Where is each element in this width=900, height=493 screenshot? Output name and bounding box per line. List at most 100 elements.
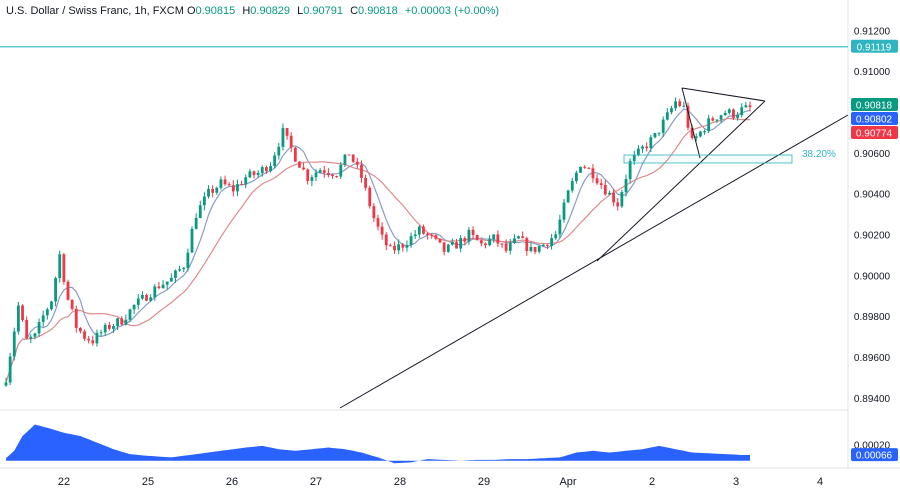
candle-body (575, 172, 578, 182)
candle-body (525, 238, 529, 252)
candle-body (99, 332, 103, 334)
candle-body (736, 114, 739, 118)
candle-body (190, 228, 194, 253)
candle-body (136, 298, 140, 305)
candle-body (79, 327, 82, 332)
candle-body (174, 270, 177, 278)
candle-body (665, 112, 669, 120)
candle-body (438, 238, 442, 243)
volume-pane (6, 424, 750, 464)
candle-body (748, 105, 752, 107)
price-tag-bg (851, 98, 898, 111)
triangle-lower-line (596, 100, 766, 262)
time-axis[interactable]: 22 25 26 27 28 29 Apr 2 3 4 (58, 476, 823, 488)
candle-body (343, 154, 347, 165)
candle-body (475, 235, 479, 241)
time-tick-label: 27 (310, 476, 322, 488)
candle-body (215, 187, 219, 193)
candle-body (699, 131, 702, 137)
candle-body (434, 235, 438, 239)
candle-body (587, 167, 591, 169)
price-tick-label: 0.90000 (854, 271, 891, 282)
high-value: 0.90829 (250, 5, 291, 17)
candle-body (236, 184, 239, 192)
candle-body (471, 229, 475, 236)
price-tag-bg (851, 112, 898, 125)
candle-body (595, 178, 599, 184)
candle-body (157, 286, 161, 289)
candle-body (484, 243, 487, 246)
price-tag-bg (851, 126, 898, 139)
chart-header: U.S. Dollar / Swiss Franc, 1h, FXCM O0.9… (6, 5, 503, 17)
candle-body (103, 324, 107, 333)
candle-body (182, 267, 186, 270)
time-tick-label: 3 (733, 476, 739, 488)
candle-body (703, 131, 706, 133)
candle-body (492, 234, 496, 240)
candle-body (372, 206, 376, 219)
candle-body (207, 188, 210, 197)
price-axis[interactable]: 0.91200 0.91000 0.90600 0.90400 0.90200 0.900… (851, 26, 898, 462)
candle-body (661, 119, 665, 133)
candle-body (541, 244, 545, 247)
candle-body (641, 146, 644, 149)
candle-body (653, 133, 657, 138)
candle-body (500, 243, 504, 245)
candle-body (678, 101, 682, 106)
time-tick-label: 26 (226, 476, 238, 488)
candles-layer (4, 97, 752, 388)
close-value: 0.90818 (358, 5, 398, 17)
candle-body (496, 234, 500, 244)
candle-body (442, 242, 446, 252)
candle-body (17, 305, 20, 332)
candle-body (112, 326, 115, 329)
candle-body (744, 105, 748, 108)
candle-body (4, 382, 8, 386)
candle-body (566, 190, 570, 203)
candle-body (459, 238, 463, 249)
candle-body (41, 315, 45, 323)
candle-body (355, 161, 359, 165)
candle-body (364, 177, 367, 188)
symbol-title: U.S. Dollar / Swiss Franc, 1h, FXCM (6, 5, 184, 17)
candle-body (54, 278, 57, 302)
oscillator-value-tag: 0.00066 (856, 451, 893, 462)
candle-body (368, 187, 372, 207)
candle-body (256, 172, 260, 176)
time-tick-label: 25 (142, 476, 154, 488)
candle-body (608, 192, 611, 195)
price-tag: 0.90802 (856, 115, 893, 126)
fib-retracement-box (623, 154, 793, 164)
candle-body (591, 168, 595, 179)
candle-body (223, 179, 227, 185)
candle-body (632, 154, 636, 162)
candle-body (426, 233, 429, 235)
candle-body (298, 161, 301, 168)
candle-body (281, 128, 285, 147)
candle-body (33, 333, 37, 337)
candle-body (562, 202, 566, 220)
candle-body (260, 167, 264, 173)
candle-body (517, 236, 520, 239)
candle-body (248, 171, 252, 178)
time-tick-label: 4 (817, 476, 823, 488)
candle-body (66, 281, 70, 300)
candle-body (277, 146, 281, 156)
triangle-base-line (681, 87, 701, 159)
candle-body (649, 137, 653, 149)
open-value: 0.90815 (195, 5, 236, 17)
trend-drawings[interactable]: 38.20% (339, 87, 849, 409)
candle-body (732, 109, 735, 118)
candle-body (529, 246, 533, 252)
candle-body (25, 320, 29, 339)
long-trendline (339, 114, 849, 409)
candle-body (58, 254, 62, 279)
price-tick-label: 0.91200 (854, 26, 891, 37)
time-tick-label: Apr (559, 476, 576, 488)
candle-body (219, 179, 223, 188)
candle-body (657, 132, 661, 134)
candle-body (314, 172, 318, 178)
candle-body (302, 167, 305, 170)
candle-body (165, 281, 169, 285)
